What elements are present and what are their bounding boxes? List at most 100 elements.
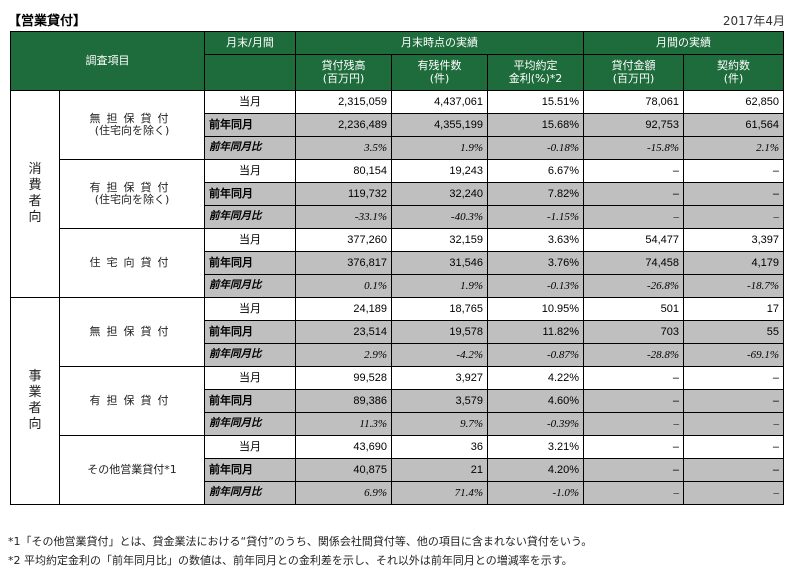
survey-item-header: 調査項目 (10, 31, 205, 91)
table-row: 住宅向貸付 当月 377,260 32,159 3.63% 54,477 3,397 (11, 228, 785, 298)
value-cell: -0.13% (486, 274, 585, 298)
footnote-1: *1「その他営業貸付」とは、貸金業法における“貸付”のうち、関係会社間貸付等、他… (8, 535, 593, 548)
value-cell: 32,159 (391, 228, 488, 252)
value-cell: – (583, 182, 685, 206)
table-row: その他営業貸付*1 当月 43,690 36 3.21% – – (11, 435, 785, 505)
report-date: 2017年4月 (722, 14, 785, 28)
value-cell: – (683, 366, 785, 390)
value-cell: 3.63% (486, 228, 585, 252)
table-row: 消費者向 無担保貸付 (住宅向を除く) 当月 2,315,059 4,437,061 15.… (10, 90, 785, 298)
value-cell: -15.8% (583, 136, 685, 160)
value-cell: 3.76% (486, 251, 585, 275)
value-cell: 377,260 (295, 228, 392, 252)
value-cell: – (683, 159, 785, 183)
value-cell: 2.9% (295, 343, 392, 367)
value-cell: 36 (391, 435, 488, 459)
table-row: 有担保貸付 当月 99,528 3,927 4.22% – – (11, 366, 785, 436)
period-label-prev: 前年同月 (204, 251, 296, 275)
value-cell: 6.9% (295, 481, 392, 505)
value-cell: 3,579 (391, 389, 488, 413)
value-cell: 1.9% (391, 136, 488, 160)
table-row: 事業者向 無担保貸付 当月 24,189 18,765 10.95% 501 17 (10, 297, 785, 505)
value-cell: 61,564 (683, 113, 785, 137)
value-cell: – (583, 481, 685, 505)
value-cell: 15.51% (486, 90, 585, 114)
value-cell: 78,061 (583, 90, 685, 114)
value-cell: 19,578 (391, 320, 488, 344)
period-label-cur: 当月 (204, 228, 296, 252)
period-label-yoy: 前年同月比 (204, 412, 296, 436)
table-row: 前年同月 2,236,489 4,355,199 15.68% 92,753 61,564 (11, 113, 785, 137)
value-cell: -69.1% (683, 343, 785, 367)
value-cell: 4.20% (486, 458, 585, 482)
table-row: 有担保貸付 (住宅向を除く) 当月 80,154 19,243 6.67% – – (11, 159, 785, 229)
value-cell: -18.7% (683, 274, 785, 298)
value-cell: – (683, 435, 785, 459)
period-label-yoy: 前年同月比 (204, 274, 296, 298)
value-cell: – (583, 458, 685, 482)
value-cell: -1.15% (486, 205, 585, 229)
rate-header: 平均約定 金利(%)*2 (486, 54, 585, 91)
value-cell: 2,236,489 (295, 113, 392, 137)
value-cell: 11.82% (486, 320, 585, 344)
value-cell: -1.0% (486, 481, 585, 505)
value-cell: 9.7% (391, 412, 488, 436)
table-row: 前年同月比 -33.1% -40.3% -1.15% – – (11, 205, 785, 229)
value-cell: – (583, 435, 685, 459)
loan-statistics-table: 調査項目 月末/月間 月末時点の実績 月間の実績 貸付残高 (百万円) 有残件数(… (10, 31, 785, 505)
value-cell: 4,437,061 (391, 90, 488, 114)
monthly-group-header: 月間の実績 (583, 31, 785, 55)
loan-type-label: 住宅向貸付 (59, 228, 205, 298)
value-cell: 2,315,059 (295, 90, 392, 114)
value-cell: 376,817 (295, 251, 392, 275)
value-cell: 55 (683, 320, 785, 344)
table-row: 前年同月 23,514 19,578 11.82% 703 55 (11, 320, 785, 344)
value-cell: 23,514 (295, 320, 392, 344)
period-label-prev: 前年同月 (204, 458, 296, 482)
amount-header: 貸付金額 (百万円) (583, 54, 685, 91)
value-cell: 71.4% (391, 481, 488, 505)
value-cell: 19,243 (391, 159, 488, 183)
value-cell: 703 (583, 320, 685, 344)
period-column-blank (204, 54, 296, 91)
balance-header: 貸付残高 (百万円) (295, 54, 392, 91)
count-header: 有残件数 (件) (391, 54, 488, 91)
value-cell: 0.1% (295, 274, 392, 298)
value-cell: 10.95% (486, 297, 585, 321)
value-cell: 4.60% (486, 389, 585, 413)
period-label-prev: 前年同月 (204, 113, 296, 137)
contracts-header: 契約数 (件) (683, 54, 785, 91)
value-cell: 32,240 (391, 182, 488, 206)
value-cell: 54,477 (583, 228, 685, 252)
value-cell: 11.3% (295, 412, 392, 436)
period-label-cur: 当月 (204, 435, 296, 459)
value-cell: – (683, 205, 785, 229)
consumer-category-label: 消費者向 (10, 90, 60, 298)
value-cell: 501 (583, 297, 685, 321)
value-cell: – (683, 412, 785, 436)
period-label-cur: 当月 (204, 159, 296, 183)
value-cell: 24,189 (295, 297, 392, 321)
value-cell: 3,927 (391, 366, 488, 390)
footnote-2: *2 平均約定金利の「前年同月比」の数値は、前年同月との金利差を示し、それ以外は… (8, 554, 573, 567)
value-cell: 6.67% (486, 159, 585, 183)
value-cell: 17 (683, 297, 785, 321)
value-cell: -0.39% (486, 412, 585, 436)
loan-type-label: その他営業貸付*1 (59, 435, 205, 505)
value-cell: 74,458 (583, 251, 685, 275)
period-label-prev: 前年同月 (204, 320, 296, 344)
value-cell: – (583, 159, 685, 183)
value-cell: -4.2% (391, 343, 488, 367)
value-cell: 92,753 (583, 113, 685, 137)
value-cell: 4,179 (683, 251, 785, 275)
value-cell: -26.8% (583, 274, 685, 298)
period-label-yoy: 前年同月比 (204, 343, 296, 367)
value-cell: – (683, 458, 785, 482)
period-column-header: 月末/月間 (204, 31, 296, 55)
period-label-yoy: 前年同月比 (204, 481, 296, 505)
table-row: 前年同月比 2.9% -4.2% -0.87% -28.8% -69.1% (11, 343, 785, 367)
value-cell: 1.9% (391, 274, 488, 298)
value-cell: 43,690 (295, 435, 392, 459)
table-row: 前年同月 376,817 31,546 3.76% 74,458 4,179 (11, 251, 785, 275)
table-row: 前年同月 89,386 3,579 4.60% – – (11, 389, 785, 413)
